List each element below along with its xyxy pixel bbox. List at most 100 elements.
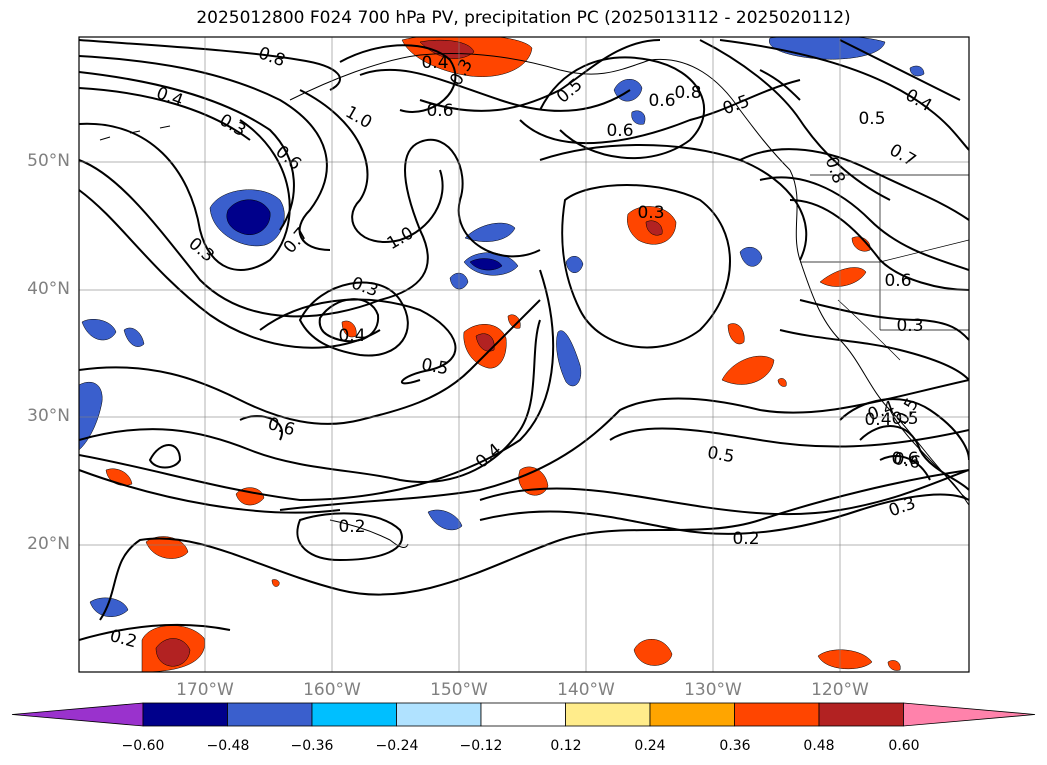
pv-contour <box>759 176 969 271</box>
lon-label-160w: 160°W <box>303 680 361 700</box>
pv-contour <box>779 329 969 381</box>
map-background <box>79 37 969 672</box>
colorbar-tick-label: −0.24 <box>375 738 419 754</box>
precip-blob-neg <box>123 327 145 347</box>
pv-contour <box>609 427 969 448</box>
pv-contour <box>79 39 341 91</box>
pv-contour <box>79 138 541 318</box>
contour-label: 0.2 <box>732 529 759 549</box>
precip-blob-neg <box>226 199 271 236</box>
colorbar <box>11 702 1036 727</box>
lon-label-120w: 120°W <box>811 680 869 700</box>
lat-label-20n: 20°N <box>27 534 70 554</box>
pv-contour <box>79 87 251 141</box>
coastline-hawaii <box>329 519 409 548</box>
lat-label-50n: 50°N <box>27 151 70 171</box>
pv-contour <box>839 398 969 461</box>
colorbar-tick-label: 0.48 <box>803 738 835 754</box>
precip-blob-pos <box>507 314 521 329</box>
contour-label: 0.6 <box>606 121 633 141</box>
pv-contour <box>239 415 283 441</box>
precip-blob-pos <box>777 378 787 387</box>
precip-blob-pos <box>727 323 745 345</box>
colorbar-segment <box>396 702 482 727</box>
pv-contour <box>298 281 409 357</box>
pv-contour <box>479 493 969 535</box>
pv-contour <box>259 298 457 385</box>
precip-blob-pos <box>645 220 663 236</box>
pv-contour <box>539 56 706 160</box>
colorbar-segment <box>734 702 820 727</box>
precip-blob-pos <box>145 536 189 559</box>
colorbar-tick-label: 0.24 <box>634 738 666 754</box>
pv-contour <box>79 319 541 483</box>
pv-contour <box>419 39 661 112</box>
contour-label: 0.3 <box>896 316 923 336</box>
pv-contour <box>299 89 444 243</box>
coastline-aleutians <box>99 125 171 141</box>
gridlines <box>79 37 969 672</box>
pv-contour <box>699 39 891 201</box>
contour-label: 0.5 <box>891 409 918 429</box>
pv-contour <box>339 44 457 113</box>
contour-label: 0.6 <box>891 449 918 469</box>
colorbar-tick-label: 0.60 <box>888 738 920 754</box>
pv-contour <box>79 269 555 502</box>
colorbar-tick-label: 0.36 <box>719 738 751 754</box>
pv-contour <box>279 379 969 511</box>
precip-blob-pos <box>235 487 265 506</box>
pv-contour <box>519 79 801 145</box>
contour-label: 0.6 <box>892 449 922 473</box>
precip-blob-pos <box>887 660 901 671</box>
contour-label: 0.6 <box>426 101 453 121</box>
contour-label: 0.4 <box>864 410 891 430</box>
contour-label: 0.6 <box>884 271 911 291</box>
map-frame <box>78 36 970 673</box>
precip-blob-neg <box>739 246 763 267</box>
colorbar-tick-label: −0.48 <box>206 738 250 754</box>
colorbar-segment <box>311 702 397 727</box>
pv-contour <box>79 55 331 251</box>
precip-blob-neg <box>89 597 129 617</box>
pv-contour <box>359 68 631 112</box>
precip-negative-shading <box>79 37 925 617</box>
precip-blob-pos <box>271 579 280 587</box>
precip-blob-pos <box>817 649 873 670</box>
precip-blob-neg <box>556 330 582 387</box>
pv-contour <box>79 119 291 271</box>
colorbar-segment <box>227 702 313 727</box>
contour-label: 0.4 <box>421 53 448 73</box>
colorbar-segment <box>480 702 566 727</box>
contour-label: 0.5 <box>706 443 736 467</box>
colorbar-segment <box>142 702 228 727</box>
pv-contour <box>479 469 969 516</box>
precip-blob-pos <box>721 355 775 385</box>
precip-blob-neg <box>631 110 646 125</box>
precip-blob-neg <box>469 258 503 271</box>
coastline-north-america <box>789 169 969 506</box>
lon-label-170w: 170°W <box>176 680 234 700</box>
precip-blob-pos <box>341 320 357 338</box>
pv-contour <box>539 144 808 261</box>
coastline-alaska <box>289 53 791 171</box>
precip-blob-neg <box>81 319 117 341</box>
pv-contour <box>99 469 969 621</box>
coastline-baja <box>889 409 969 501</box>
colorbar-extend-max <box>903 702 1036 727</box>
precip-blob-neg <box>909 65 925 77</box>
contour-label: 0.8 <box>674 83 701 103</box>
colorbar-tick-label: −0.36 <box>290 738 334 754</box>
colorbar-tick-label: −0.12 <box>459 738 503 754</box>
precip-blob-neg <box>427 509 463 531</box>
pv-contour <box>79 623 231 641</box>
precip-blob-pos <box>819 267 867 287</box>
colorbar-tick-label: −0.60 <box>121 738 165 754</box>
pv-contour <box>296 512 403 562</box>
pv-contour <box>739 148 969 221</box>
lon-label-140w: 140°W <box>557 680 615 700</box>
precip-blob-pos <box>155 638 191 667</box>
contour-label: 0.4 <box>338 326 365 346</box>
pv-contour <box>148 444 182 469</box>
precip-blob-neg <box>79 381 103 451</box>
pv-contour <box>879 455 931 481</box>
